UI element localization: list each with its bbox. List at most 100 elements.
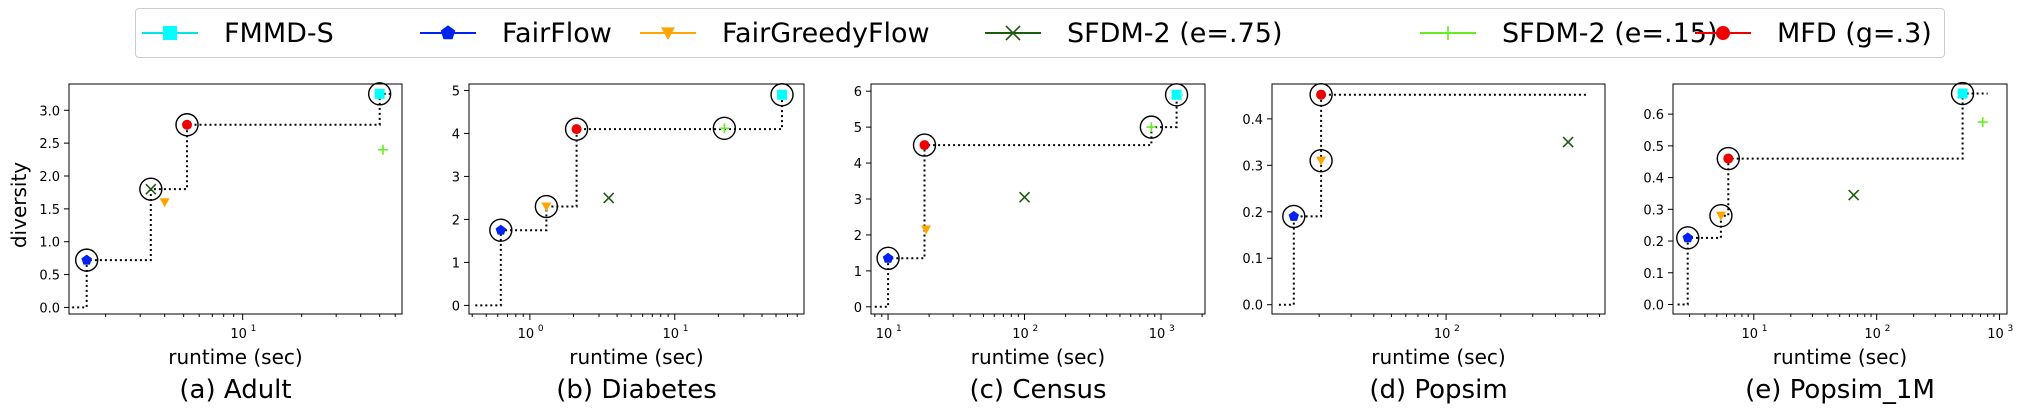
pareto-point-circle <box>564 117 589 141</box>
data-point <box>541 202 552 212</box>
data-point <box>1957 88 1968 99</box>
data-point <box>571 124 582 135</box>
pareto-point-circle <box>1309 148 1333 173</box>
data-point <box>1977 117 1988 128</box>
pareto-frontier-line <box>72 92 393 309</box>
x-tick-exponent: 1 <box>1762 324 1768 334</box>
data-point <box>777 89 788 100</box>
pareto-point-circle <box>1716 146 1740 171</box>
data-point <box>1288 210 1299 221</box>
legend-marker <box>1441 26 1455 40</box>
y-tick-label: 3 <box>854 193 862 208</box>
data-point <box>921 225 932 235</box>
y-axis-label: diversity <box>7 162 31 248</box>
y-tick-label: 4 <box>854 157 862 172</box>
legend-label: SFDM-2 (e=.75) <box>1067 18 1283 49</box>
x-tick-label: 10 <box>662 327 679 342</box>
data-point <box>1018 191 1031 203</box>
pareto-point-circle <box>175 113 199 137</box>
data-point <box>1848 189 1860 201</box>
y-tick-label: 0.4 <box>1643 172 1664 187</box>
pareto-frontier-line <box>1278 93 1588 306</box>
y-tick-label: 0.0 <box>39 301 60 316</box>
chart-panel: 0.0 0.5 1.0 1.5 2.0 2.5 3.0 10 1 runtime (sec) (a)… <box>39 82 403 405</box>
pareto-point-circle <box>74 248 99 272</box>
pareto-point-circle <box>876 246 900 270</box>
pareto-point-circle <box>1950 81 1975 106</box>
x-tick-label: 10 <box>1864 327 1881 342</box>
data-point <box>495 224 506 235</box>
y-tick-label: 0.1 <box>1643 267 1664 282</box>
x-tick-exponent: 2 <box>1454 324 1460 334</box>
legend-label: FairFlow <box>502 18 612 49</box>
data-point <box>1171 89 1182 100</box>
y-tick-label: 0.3 <box>1242 159 1263 174</box>
x-tick-exponent: 2 <box>1885 324 1891 334</box>
pareto-point-circle <box>1139 115 1164 139</box>
y-tick-label: 2.0 <box>39 170 60 185</box>
chart-caption: (a) Adult <box>179 375 291 405</box>
x-axis-label: runtime (sec) <box>971 345 1105 369</box>
plot-frame <box>68 83 403 315</box>
data-point <box>378 144 389 155</box>
x-tick-exponent: 1 <box>251 324 257 334</box>
data-point <box>159 198 170 208</box>
data-point <box>882 252 894 263</box>
x-tick-exponent: 1 <box>683 324 689 334</box>
legend-label: SFDM-2 (e=.15) <box>1502 18 1718 49</box>
x-axis-label: runtime (sec) <box>1371 345 1505 369</box>
chart-caption: (b) Diabetes <box>556 375 716 405</box>
legend-item: MFD (g=.3) <box>1695 18 1932 49</box>
x-tick-exponent: 2 <box>1033 324 1039 334</box>
data-point <box>719 123 730 134</box>
pareto-point-circle <box>1309 82 1333 107</box>
pareto-point-circle <box>139 177 163 201</box>
x-tick-exponent: 1 <box>896 324 902 334</box>
legend-marker <box>163 26 177 40</box>
x-axis-label: runtime (sec) <box>569 345 703 369</box>
y-tick-label: 0.4 <box>1242 113 1263 128</box>
legend-marker <box>440 25 456 40</box>
legend-item: FairFlow <box>420 18 612 49</box>
x-tick-label: 10 <box>230 327 247 342</box>
data-point <box>1715 211 1726 221</box>
data-point <box>1723 153 1734 164</box>
legend-item: SFDM-2 (e=.15) <box>1420 18 1718 49</box>
pareto-point-circle <box>770 83 794 107</box>
y-tick-label: 2 <box>452 213 460 228</box>
y-tick-label: 2.5 <box>39 137 60 152</box>
y-tick-label: 0 <box>452 299 460 314</box>
pareto-point-circle <box>1709 203 1733 228</box>
data-point <box>919 140 930 151</box>
y-tick-label: 1 <box>452 256 460 271</box>
y-tick-label: 0.5 <box>1643 140 1664 155</box>
y-tick-label: 0.0 <box>1242 299 1263 314</box>
y-tick-label: 1 <box>854 265 862 280</box>
x-tick-label: 10 <box>518 327 535 342</box>
legend-marker <box>1716 26 1730 40</box>
y-tick-label: 0.2 <box>1242 206 1263 221</box>
x-tick-label: 10 <box>1012 327 1029 342</box>
legend-marker <box>1005 25 1021 41</box>
y-tick-label: 5 <box>854 121 862 136</box>
legend-item: SFDM-2 (e=.75) <box>985 18 1283 49</box>
legend <box>135 8 1945 58</box>
y-tick-label: 6 <box>854 85 862 100</box>
data-point <box>81 254 92 265</box>
plot-frame <box>1271 83 1606 315</box>
data-point <box>1146 122 1157 133</box>
data-point <box>374 88 385 99</box>
data-point <box>1682 232 1693 243</box>
y-tick-label: 3 <box>452 170 460 185</box>
pareto-point-circle <box>489 218 513 242</box>
y-tick-label: 2 <box>854 229 862 244</box>
plot-frame <box>468 83 805 315</box>
pareto-point-circle <box>712 116 737 140</box>
data-point <box>182 119 193 130</box>
x-axis-label: runtime (sec) <box>168 345 302 369</box>
legend-label: FairGreedyFlow <box>722 18 930 49</box>
